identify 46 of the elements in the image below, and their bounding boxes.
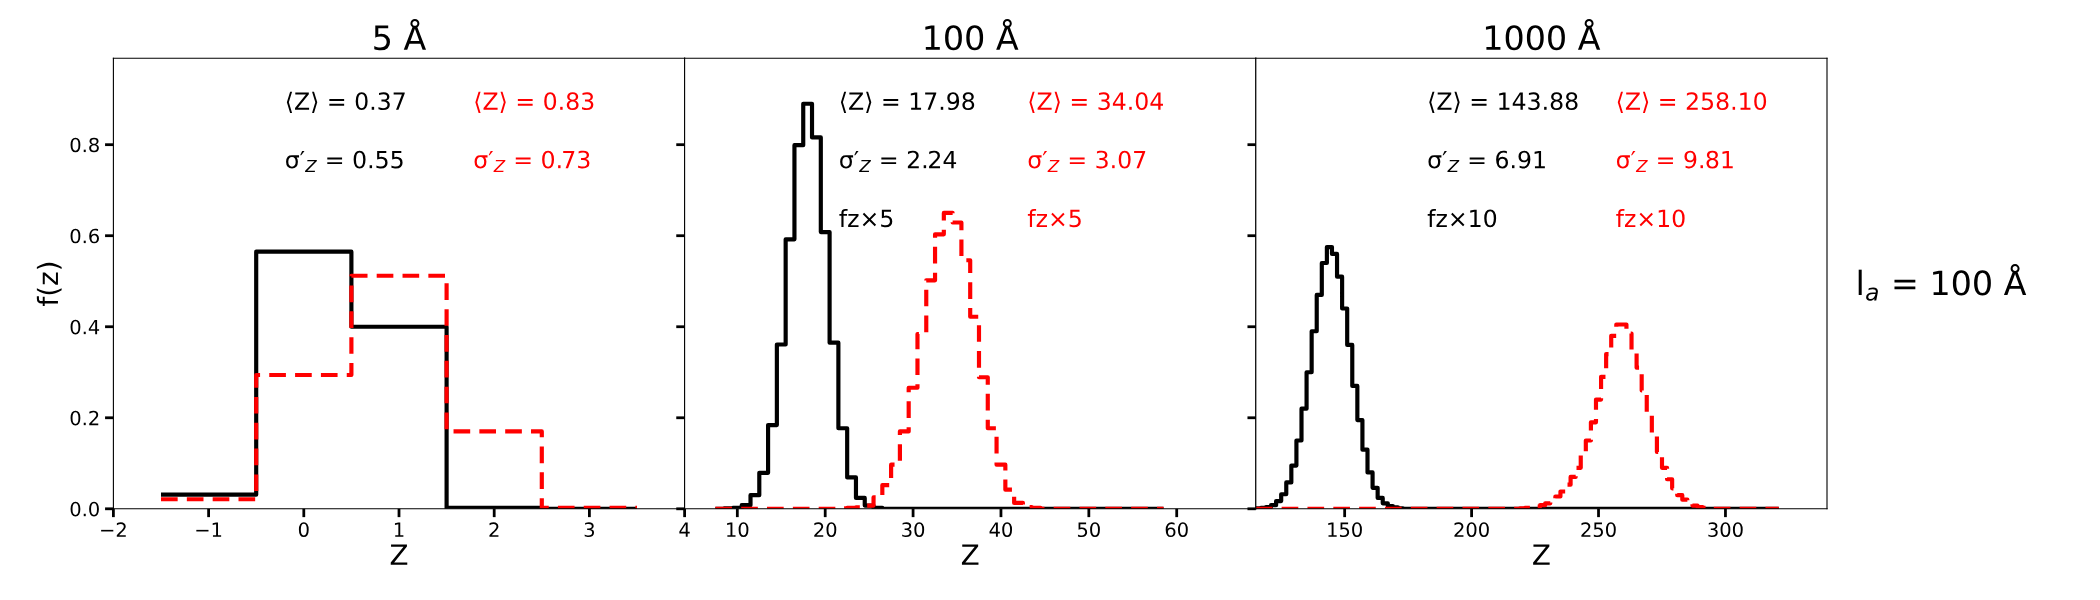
x-axis-title: Z [1533, 544, 1550, 565]
y-tick-label: 0.0 [70, 501, 99, 517]
y-tick-label: 0.6 [70, 228, 99, 244]
annotation: ⟨Z⟩ = 17.98 [840, 91, 975, 113]
x-tick-label: 60 [1165, 522, 1188, 538]
text: l$_{a}$ = 100 Å [1858, 264, 2027, 301]
annotation: ⟨Z⟩ = 34.04 [1029, 91, 1163, 113]
x-tick-label: 2 [489, 522, 499, 537]
x-tick-label: 150 [1328, 522, 1362, 538]
annotation: ⟨Z⟩ = 0.83 [475, 91, 594, 113]
annotation: σ′$_{Z}$ = 2.24 [840, 150, 957, 173]
annotation: ⟨Z⟩ = 143.88 [1429, 91, 1578, 113]
chart-title: 5 Å [374, 18, 427, 51]
x-tick-label: 4 [679, 522, 690, 537]
annotation: ⟨Z⟩ = 0.37 [286, 91, 405, 113]
x-tick-label: 10 [727, 522, 749, 538]
x-tick-label: 300 [1708, 522, 1743, 538]
y-tick-label: 0.4 [70, 319, 100, 335]
annotation: fz×5 [839, 208, 893, 228]
x-tick-label: 30 [902, 522, 925, 538]
x-tick-label: 250 [1581, 522, 1616, 538]
x-tick-label: −2 [101, 522, 126, 537]
chart-title: 1000 Å [1485, 18, 1601, 51]
x-axis-title: Z [390, 544, 408, 565]
annotation: σ′$_{Z}$ = 6.91 [1428, 150, 1545, 173]
x-tick-label: 200 [1454, 522, 1489, 538]
x-tick-label: −1 [196, 522, 222, 537]
x-tick-label: 0 [298, 522, 309, 538]
chart-title: 100 Å [925, 18, 1019, 51]
annotation: fz×10 [1427, 208, 1497, 228]
x-tick-label: 40 [989, 522, 1013, 538]
annotation: σ′$_{Z}$ = 0.55 [286, 150, 403, 173]
annotation: σ′$_{Z}$ = 0.73 [474, 150, 590, 173]
y-axis-title: f(z) [36, 262, 62, 306]
annotation: fz×5 [1027, 208, 1081, 228]
x-tick-label: 50 [1077, 522, 1100, 538]
x-tick-label: 3 [584, 522, 595, 538]
annotation: σ′$_{Z}$ = 9.81 [1616, 150, 1733, 173]
y-tick-label: 0.8 [70, 137, 99, 153]
annotation: fz×10 [1616, 208, 1685, 228]
annotation: σ′$_{Z}$ = 3.07 [1028, 150, 1146, 173]
x-axis-title: Z [961, 544, 979, 565]
x-tick-label: 20 [814, 522, 837, 538]
x-tick-label: 1 [394, 522, 404, 537]
y-tick-label: 0.2 [70, 410, 99, 426]
annotation: ⟨Z⟩ = 258.10 [1617, 91, 1767, 113]
